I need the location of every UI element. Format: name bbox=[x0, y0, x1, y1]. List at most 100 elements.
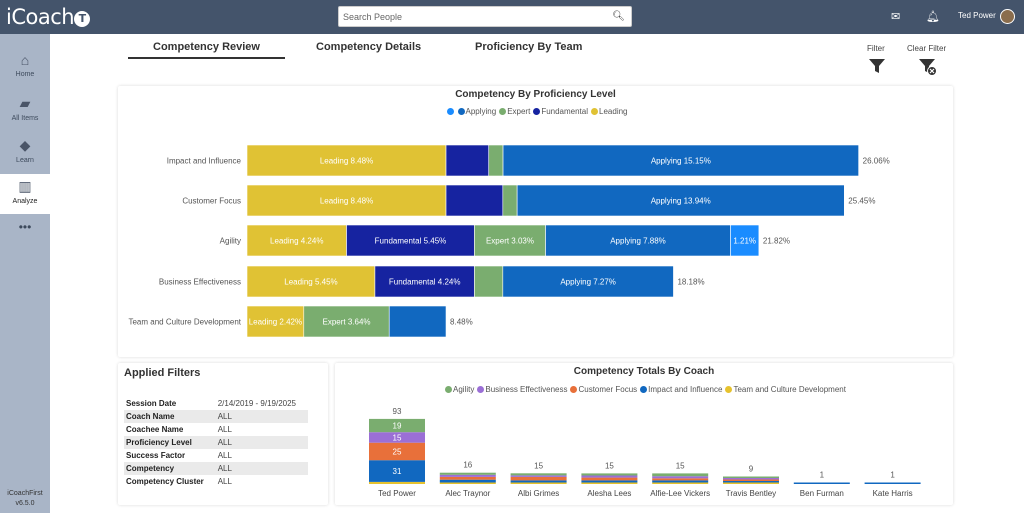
logo-text: iCoach bbox=[6, 5, 75, 29]
legend-item[interactable]: Impact and Influence bbox=[648, 385, 723, 394]
bar-segment bbox=[388, 305, 447, 338]
search-input[interactable]: Search People 🔍︎ bbox=[338, 6, 632, 27]
proficiency-chart-panel: Competency By Proficiency Level Applying… bbox=[118, 86, 953, 357]
filter-icon[interactable] bbox=[868, 58, 886, 74]
home-icon: ⌂ bbox=[20, 52, 30, 68]
filter-name: Proficiency Level bbox=[126, 438, 192, 447]
category-label: Impact and Influence bbox=[167, 157, 242, 166]
category-label: Travis Bentley bbox=[726, 489, 776, 498]
legend-item[interactable]: Fundamental bbox=[541, 107, 589, 116]
filter-name: Competency Cluster bbox=[126, 477, 204, 486]
bar-segment bbox=[488, 144, 504, 177]
sidebar-item-label: All Items bbox=[11, 115, 39, 122]
data-label: Leading 8.48% bbox=[320, 157, 373, 166]
legend-item[interactable]: Team and Culture Development bbox=[733, 385, 846, 394]
bar-segment bbox=[439, 476, 496, 480]
data-label: Applying 15.15% bbox=[651, 157, 711, 166]
graduation-cap-icon: ◆ bbox=[19, 137, 31, 153]
search-icon[interactable]: 🔍︎ bbox=[612, 11, 625, 22]
proficiency-bar-chart: Impact and Influence Leading 8.48% Applyin… bbox=[128, 144, 890, 338]
bell-icon[interactable]: 🔔︎ bbox=[926, 11, 940, 23]
legend-item[interactable]: Applying bbox=[465, 107, 497, 116]
category-label: Customer Focus bbox=[182, 197, 241, 206]
total-label: 1 bbox=[890, 471, 895, 480]
category-label: Business Effectiveness bbox=[159, 278, 241, 287]
bar-segment bbox=[581, 475, 638, 478]
avatar[interactable] bbox=[1000, 9, 1015, 24]
bar-segment bbox=[864, 482, 921, 484]
total-label: 8.48% bbox=[450, 318, 473, 327]
filter-row: Competency Cluster ALL bbox=[124, 475, 308, 488]
filter-value: ALL bbox=[217, 412, 232, 421]
data-label: Expert 3.64% bbox=[322, 318, 370, 327]
sidebar-item-home[interactable]: ⌂ Home bbox=[0, 48, 50, 88]
tab-competency-details[interactable]: Competency Details bbox=[316, 41, 422, 53]
main-content: Competency Review Competency Details Pro… bbox=[50, 34, 1024, 513]
category-label: Kate Harris bbox=[873, 489, 913, 498]
chart-title: Competency By Proficiency Level bbox=[455, 89, 616, 100]
clear-filter-label: Clear Filter bbox=[907, 44, 947, 53]
filters-title: Applied Filters bbox=[124, 367, 201, 379]
category-label: Agility bbox=[220, 237, 241, 246]
legend-item[interactable]: Agility bbox=[453, 385, 475, 394]
filter-row: Coachee Name ALL bbox=[124, 423, 308, 436]
bar-segment bbox=[723, 478, 779, 480]
coach-chart-panel: Competency Totals By Coach Agility Busine… bbox=[335, 363, 953, 505]
bar-segment bbox=[510, 476, 567, 481]
clear-filter-icon[interactable] bbox=[918, 58, 938, 76]
sidebar-item-learn[interactable]: ◆ Learn bbox=[0, 133, 50, 173]
data-label: 25 bbox=[393, 447, 402, 456]
bar-segment bbox=[652, 480, 709, 483]
bar-segment bbox=[369, 481, 425, 484]
app-logo[interactable]: iCoach T bbox=[6, 5, 91, 29]
data-label: 1.21% bbox=[733, 237, 756, 246]
bar-segment bbox=[652, 476, 709, 479]
bar-segment bbox=[246, 144, 447, 177]
data-label: 31 bbox=[393, 467, 402, 476]
filter-name: Coach Name bbox=[126, 412, 175, 421]
tab-proficiency-by-team[interactable]: Proficiency By Team bbox=[475, 41, 583, 53]
sidebar-item-all-items[interactable]: ▰ All Items bbox=[0, 91, 50, 131]
sidebar-item-label: Analyze bbox=[12, 198, 38, 205]
user-name[interactable]: Ted Power bbox=[958, 11, 996, 20]
total-label: 15 bbox=[676, 461, 685, 470]
data-label: Fundamental 4.24% bbox=[389, 278, 461, 287]
more-icon[interactable]: ••• bbox=[18, 220, 32, 234]
data-label: Applying 7.27% bbox=[560, 278, 616, 287]
filter-value: ALL bbox=[217, 477, 232, 486]
bar-segment bbox=[246, 184, 447, 217]
legend-dot bbox=[457, 108, 465, 115]
filters-table: Session Date 2/14/2019 - 9/19/2025 Coach N… bbox=[124, 397, 308, 488]
bar-segment bbox=[502, 184, 518, 217]
tab-competency-review[interactable]: Competency Review bbox=[128, 41, 285, 59]
data-label: Leading 4.24% bbox=[270, 237, 323, 246]
filter-name: Session Date bbox=[126, 399, 177, 408]
legend-dot bbox=[477, 386, 485, 393]
bar-segment bbox=[545, 224, 731, 257]
bar-segment bbox=[439, 479, 496, 483]
total-label: 25.45% bbox=[848, 197, 875, 206]
category-label: Alfie-Lee Vickers bbox=[650, 489, 710, 498]
bar-segment bbox=[439, 474, 496, 477]
category-label: Alesha Lees bbox=[587, 489, 631, 498]
legend-item[interactable]: Business Effectiveness bbox=[485, 385, 568, 394]
top-bar: iCoach T Search People 🔍︎ ✉ 🔔︎ Ted Power bbox=[0, 0, 1024, 34]
filter-name: Success Factor bbox=[126, 451, 186, 460]
bar-segment bbox=[445, 144, 490, 177]
legend-item[interactable]: Customer Focus bbox=[578, 385, 638, 394]
legend-dot bbox=[570, 386, 578, 393]
filter-row: Coach Name ALL bbox=[124, 410, 308, 423]
sidebar-item-analyze[interactable]: ▥ Analyze bbox=[0, 174, 50, 214]
legend-item[interactable]: Expert bbox=[507, 107, 531, 116]
data-label: Applying 7.88% bbox=[610, 237, 666, 246]
bar-segment bbox=[510, 473, 567, 476]
data-label: Leading 2.42% bbox=[249, 318, 302, 327]
filter-value: ALL bbox=[217, 425, 232, 434]
bar-segment bbox=[516, 184, 845, 217]
bar-segment bbox=[439, 472, 496, 475]
filter-value: ALL bbox=[217, 464, 232, 473]
legend-item[interactable]: Leading bbox=[599, 107, 628, 116]
filter-label: Filter bbox=[867, 44, 885, 53]
mail-icon[interactable]: ✉ bbox=[891, 11, 901, 23]
